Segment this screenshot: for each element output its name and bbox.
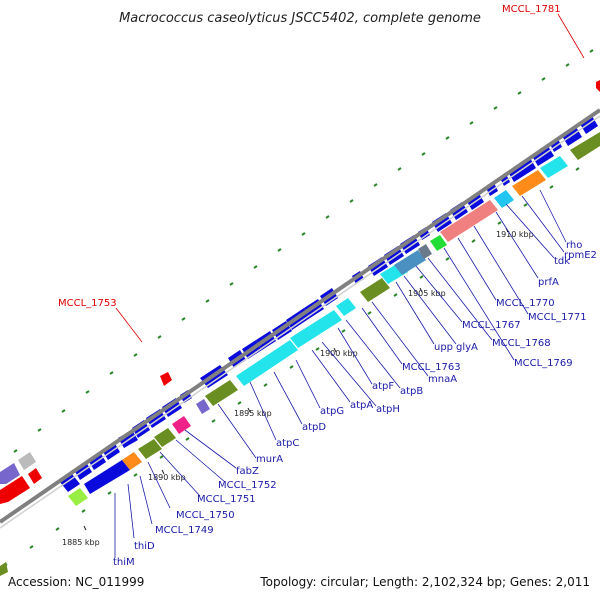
- gene-MCCL_1769[interactable]: [440, 200, 498, 242]
- map-title: Macrococcus caseolyticus JSCC5402, compl…: [119, 11, 481, 26]
- gene-label-prfA[interactable]: prfA: [538, 277, 559, 288]
- gene-label-MCCL_1781[interactable]: MCCL_1781: [502, 4, 561, 15]
- gene-red[interactable]: [0, 476, 30, 504]
- gene-label-MCCL_1770[interactable]: MCCL_1770: [496, 298, 555, 309]
- lower-left-genes: [0, 452, 42, 576]
- gene-fwd[interactable]: [60, 474, 80, 492]
- gene-label-thiM[interactable]: thiM: [113, 557, 135, 568]
- gene-label-rho[interactable]: rho: [566, 240, 582, 251]
- gene-MCCL_1752[interactable]: [196, 399, 210, 414]
- gene-label-tdk[interactable]: tdk: [554, 256, 570, 267]
- gene-label-MCCL_1749[interactable]: MCCL_1749: [155, 525, 214, 536]
- gene-label-MCCL_1753[interactable]: MCCL_1753: [58, 298, 117, 309]
- gene-label-mnaA[interactable]: mnaA: [428, 374, 457, 385]
- inner-tick-ring: [3, 167, 580, 567]
- gene-MCCL_1751[interactable]: [154, 428, 176, 447]
- tick-label: 1885 kbp: [62, 538, 100, 547]
- red-label-leaders: [115, 13, 585, 343]
- gene-MCCL_1750[interactable]: [138, 439, 162, 459]
- gene-label-MCCL_1750[interactable]: MCCL_1750: [176, 510, 235, 521]
- gene-olive[interactable]: [0, 562, 8, 576]
- tick-label: 1895 kbp: [234, 409, 272, 418]
- accession-label: Accession: NC_011999: [8, 575, 144, 589]
- gene-label-atpB[interactable]: atpB: [400, 386, 423, 397]
- gene-label-atpF[interactable]: atpF: [372, 381, 394, 392]
- label-leaders: [114, 189, 567, 558]
- kbp-tick-labels: 1885 kbp 1890 kbp 1895 kbp 1900 kbp 1905…: [62, 230, 534, 547]
- gene-grey[interactable]: [18, 452, 36, 470]
- gene-atpD[interactable]: [290, 310, 342, 348]
- gene-MCCL_1753[interactable]: [160, 372, 172, 386]
- gene-label-atpH[interactable]: atpH: [376, 404, 400, 415]
- gene-label-MCCL_1769[interactable]: MCCL_1769: [514, 358, 573, 369]
- gene-rho[interactable]: [570, 132, 600, 160]
- tick-label: 1900 kbp: [320, 349, 358, 358]
- genome-summary: Topology: circular; Length: 2,102,324 bp…: [259, 575, 590, 589]
- gene-MCCL_1770[interactable]: [494, 190, 514, 208]
- gene-label-thiD[interactable]: thiD: [134, 541, 155, 552]
- gene-label-MCCL_1767[interactable]: MCCL_1767: [462, 320, 521, 331]
- gene-purple[interactable]: [0, 463, 20, 484]
- gene-thiM[interactable]: [68, 488, 88, 506]
- gene-glyA[interactable]: [394, 250, 426, 275]
- gene-label-MCCL_1771[interactable]: MCCL_1771: [528, 312, 587, 323]
- gene-prfA[interactable]: [512, 170, 546, 196]
- gene-label-fabZ[interactable]: fabZ: [236, 466, 259, 477]
- gene-label-MCCL_1768[interactable]: MCCL_1768: [492, 338, 551, 349]
- gene-label-atpC[interactable]: atpC: [276, 438, 299, 449]
- gene-mnaA[interactable]: [360, 278, 390, 302]
- gene-tdk[interactable]: [540, 156, 568, 178]
- gene-MCCL_1768[interactable]: [430, 235, 447, 251]
- gene-label-MCCL_1751[interactable]: MCCL_1751: [197, 494, 256, 505]
- gene-label-MCCL_1763[interactable]: MCCL_1763: [402, 362, 461, 373]
- gene-label-murA[interactable]: murA: [256, 454, 283, 465]
- gene-label-MCCL_1752[interactable]: MCCL_1752: [218, 480, 277, 491]
- outer-tick-ring: [13, 49, 594, 453]
- tick-label: 1910 kbp: [496, 230, 534, 239]
- gene-atpC[interactable]: [236, 340, 298, 386]
- gene-labels: thiM thiD MCCL_1749 MCCL_1750 MCCL_1751 …: [58, 4, 597, 568]
- gene-MCCL_1749[interactable]: [122, 452, 142, 470]
- gene-label-atpA[interactable]: atpA: [350, 400, 373, 411]
- reverse-strand-genes: [68, 132, 600, 506]
- gene-label-atpD[interactable]: atpD: [302, 422, 326, 433]
- genome-backbone: [0, 108, 600, 529]
- gene-atpA[interactable]: [336, 298, 356, 316]
- gene-thiD[interactable]: [84, 460, 130, 494]
- gene-murA[interactable]: [205, 380, 238, 406]
- gene-label-rpmE2[interactable]: rpmE2: [564, 250, 597, 261]
- gene-label-glyA[interactable]: glyA: [456, 342, 478, 353]
- gene-label-upp[interactable]: upp: [434, 342, 453, 353]
- gene-MCCL_1767[interactable]: [418, 244, 432, 259]
- tick-label: 1905 kbp: [408, 289, 446, 298]
- gene-red[interactable]: [28, 468, 42, 484]
- tick-label: 1890 kbp: [148, 473, 186, 482]
- gene-label-atpG[interactable]: atpG: [320, 406, 344, 417]
- gene-MCCL_1781[interactable]: [596, 80, 600, 92]
- gene-fabZ[interactable]: [172, 416, 191, 434]
